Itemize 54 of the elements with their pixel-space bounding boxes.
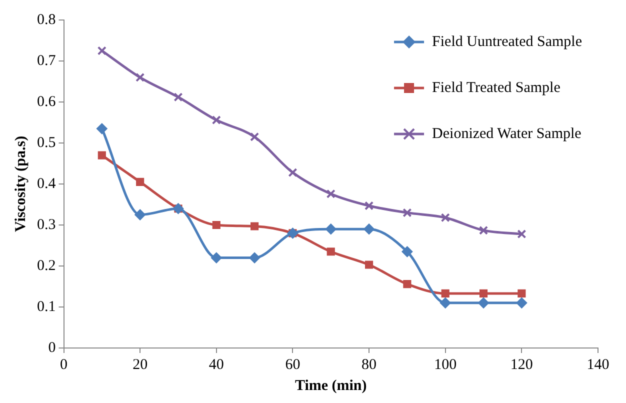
x-tick-label: 40	[208, 356, 224, 373]
x-tick-label: 120	[510, 356, 533, 373]
point	[250, 222, 259, 230]
x-tick-label: 80	[362, 356, 377, 373]
x-tick-label: 0	[60, 356, 68, 373]
point	[249, 252, 260, 264]
x-axis-title: Time (min)	[294, 378, 367, 394]
point	[212, 116, 221, 125]
point	[518, 289, 526, 298]
point	[136, 72, 145, 82]
point	[96, 123, 108, 134]
point	[403, 280, 412, 288]
point	[478, 226, 488, 235]
y-tick-label: 0.3	[37, 216, 56, 233]
point	[440, 213, 450, 222]
y-tick-label: 0.7	[37, 52, 56, 69]
y-tick-label: 0.8	[37, 12, 56, 28]
x-tick-label: 140	[586, 356, 610, 373]
y-tick-label: 0.5	[37, 134, 56, 151]
y-tick-label: 0.2	[37, 258, 56, 274]
point	[441, 289, 450, 298]
point	[326, 248, 335, 256]
y-tick-label: 0	[48, 340, 56, 356]
point	[210, 252, 222, 264]
point	[364, 224, 375, 235]
point	[250, 132, 260, 142]
point	[174, 92, 183, 102]
point	[136, 178, 144, 186]
point	[516, 297, 528, 308]
point	[365, 260, 374, 269]
point	[402, 246, 413, 258]
point	[440, 297, 451, 308]
y-tick-label: 0.1	[37, 298, 56, 315]
legend-label: Field Uuntreated Sample	[432, 34, 582, 50]
legend-label: Field Treated Sample	[432, 80, 561, 96]
y-tick-label: 0.4	[37, 176, 56, 192]
point	[479, 289, 488, 298]
point	[134, 209, 146, 220]
point	[98, 151, 106, 160]
point	[517, 229, 526, 239]
x-tick-label: 100	[434, 356, 457, 373]
point	[478, 297, 490, 308]
y-tick-label: 0.6	[37, 94, 56, 110]
point	[325, 224, 336, 235]
point	[402, 208, 412, 218]
point	[97, 46, 106, 56]
x-tick-label: 60	[285, 356, 300, 373]
legend-label: Deionized Water Sample	[432, 126, 582, 142]
point	[326, 189, 336, 198]
y-axis-title: Viscosity (pa.s)	[12, 136, 29, 232]
x-tick-label: 20	[132, 356, 148, 373]
point	[288, 168, 298, 178]
point	[212, 220, 220, 230]
point	[364, 201, 374, 210]
